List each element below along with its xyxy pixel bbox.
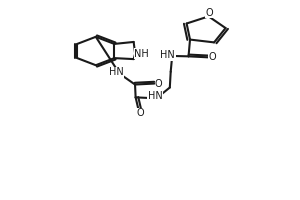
Text: O: O: [208, 52, 216, 62]
Text: HN: HN: [109, 67, 124, 77]
Text: O: O: [206, 8, 213, 18]
Text: HN: HN: [160, 50, 175, 60]
Text: HN: HN: [148, 91, 162, 101]
Text: O: O: [136, 108, 144, 118]
Text: NH: NH: [134, 49, 149, 59]
Text: O: O: [155, 79, 163, 89]
